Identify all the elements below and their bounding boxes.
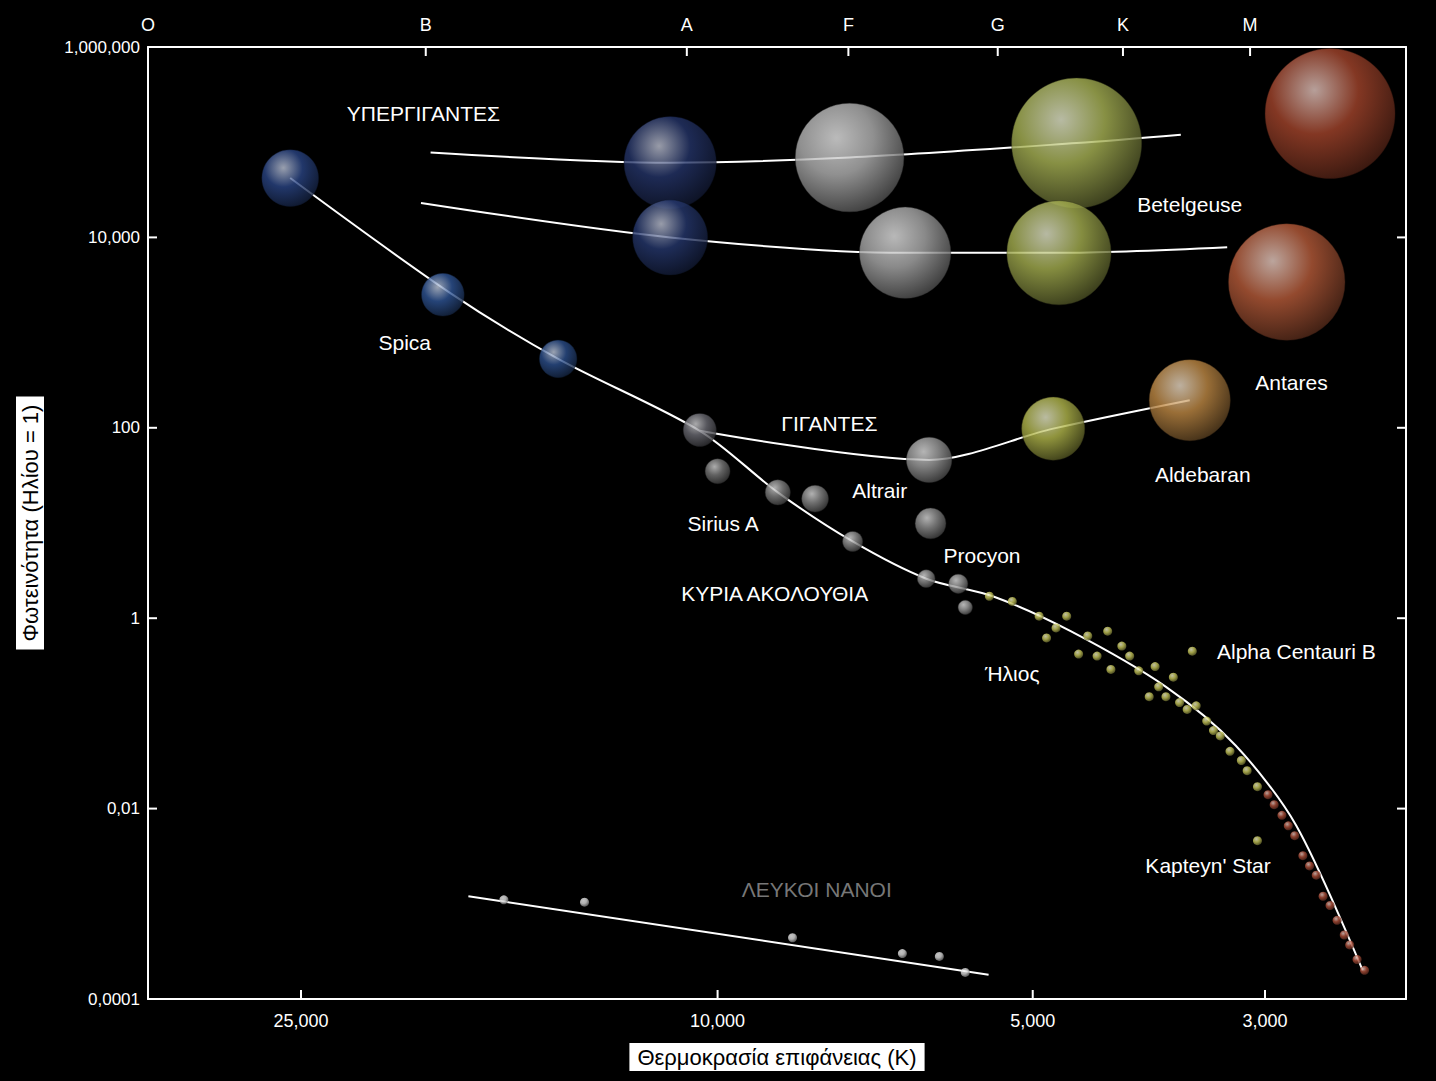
svg-text:10,000: 10,000 [88, 228, 140, 247]
svg-text:Alpha Centauri B: Alpha Centauri B [1217, 640, 1376, 663]
svg-text:10,000: 10,000 [690, 1011, 745, 1031]
svg-text:Altrair: Altrair [852, 479, 907, 502]
svg-text:B: B [420, 15, 432, 35]
svg-text:25,000: 25,000 [273, 1011, 328, 1031]
svg-text:Θερμοκρασία επιφάνειας (K): Θερμοκρασία επιφάνειας (K) [637, 1045, 916, 1070]
svg-text:5,000: 5,000 [1010, 1011, 1055, 1031]
svg-text:ΥΠΕΡΓΙΓΑΝΤΕΣ: ΥΠΕΡΓΙΓΑΝΤΕΣ [347, 102, 500, 125]
svg-text:Sirius A: Sirius A [687, 512, 758, 535]
svg-text:3,000: 3,000 [1242, 1011, 1287, 1031]
svg-text:Antares: Antares [1255, 371, 1327, 394]
svg-text:Aldebaran: Aldebaran [1155, 463, 1251, 486]
svg-text:0,01: 0,01 [107, 799, 140, 818]
svg-text:Ήλιος: Ήλιος [984, 662, 1040, 685]
svg-text:Kapteyn' Star: Kapteyn' Star [1145, 854, 1270, 877]
svg-text:O: O [141, 15, 155, 35]
svg-text:ΓΙΓΑΝΤΕΣ: ΓΙΓΑΝΤΕΣ [781, 412, 877, 435]
svg-text:G: G [991, 15, 1005, 35]
svg-text:ΚΥΡΙΑ ΑΚΟΛΟΥΘΙΑ: ΚΥΡΙΑ ΑΚΟΛΟΥΘΙΑ [681, 582, 868, 605]
svg-text:Φωτεινότητα (Ηλίου = 1): Φωτεινότητα (Ηλίου = 1) [18, 405, 43, 642]
svg-text:100: 100 [112, 418, 140, 437]
svg-text:Spica: Spica [378, 331, 431, 354]
svg-text:K: K [1117, 15, 1129, 35]
svg-text:0,0001: 0,0001 [88, 990, 140, 1009]
svg-text:1,000,000: 1,000,000 [64, 38, 140, 57]
svg-text:Procyon: Procyon [943, 544, 1020, 567]
svg-text:M: M [1243, 15, 1258, 35]
svg-text:ΛΕΥΚΟΙ ΝΑΝΟΙ: ΛΕΥΚΟΙ ΝΑΝΟΙ [742, 878, 892, 901]
svg-text:Betelgeuse: Betelgeuse [1137, 193, 1242, 216]
svg-text:1: 1 [131, 609, 140, 628]
svg-text:F: F [843, 15, 854, 35]
svg-text:A: A [681, 15, 693, 35]
